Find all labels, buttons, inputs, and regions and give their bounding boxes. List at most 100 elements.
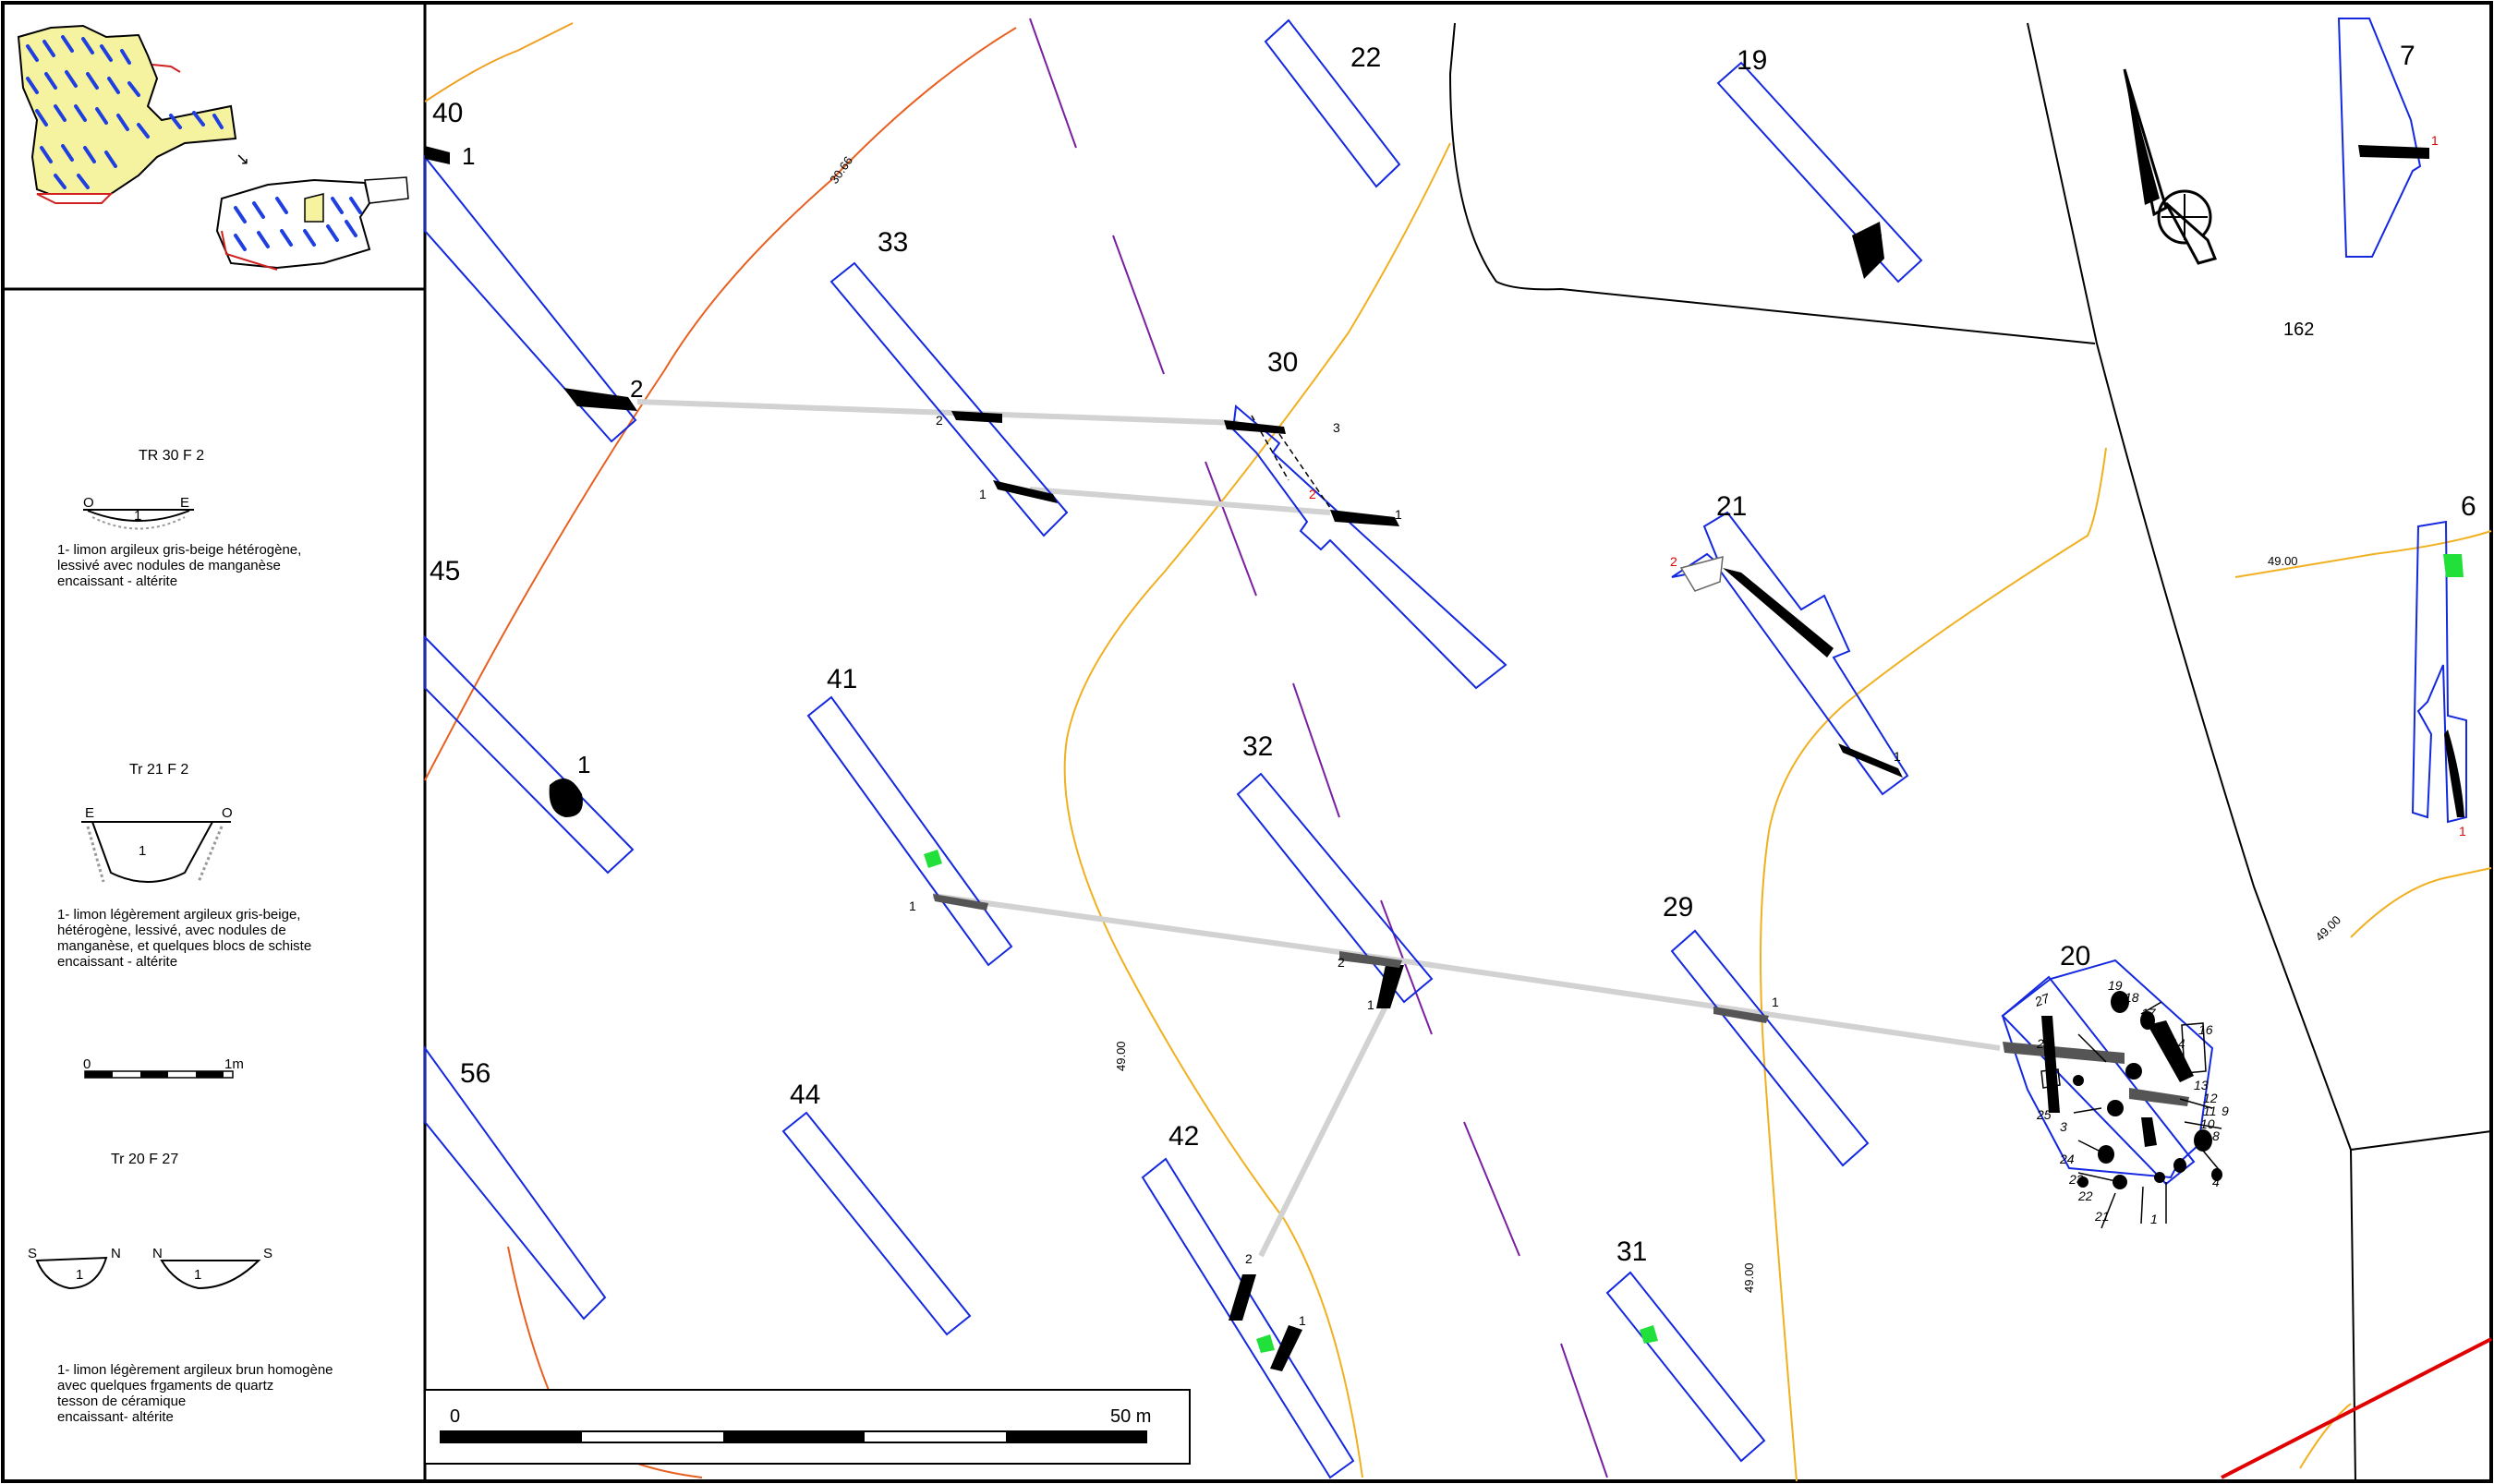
feature-21-2 <box>1723 568 1834 658</box>
legend-layer-no: 1 <box>134 508 141 524</box>
legend-orient-n: N <box>152 1246 163 1261</box>
legend-orient-e: E <box>180 495 189 511</box>
feature-label: 1 <box>1299 1313 1306 1328</box>
parcel-boundary <box>2350 1149 2356 1482</box>
trench-label-44: 44 <box>790 1080 820 1110</box>
find-6 <box>2443 554 2464 577</box>
contour-label: 49.00 <box>1742 1262 1756 1293</box>
contour-line-yellow <box>2350 867 2492 938</box>
trench-label-19: 19 <box>1737 45 1767 76</box>
feature-label: 2 <box>1309 487 1316 501</box>
feature-label: 21 <box>2094 1209 2110 1224</box>
trench-label-32: 32 <box>1242 731 1273 762</box>
feature-label: 3 <box>2060 1119 2067 1134</box>
scale-bar-start: 0 <box>450 1406 460 1427</box>
feature-20-27 <box>2003 1042 2125 1064</box>
feature-label: 12 <box>2203 1091 2218 1105</box>
scale-bar: 0 50 m <box>424 1389 1191 1465</box>
trench-31 <box>1605 1271 1766 1463</box>
trench-labels: 40 2 33 30 22 19 7 45 41 32 21 6 29 20 5… <box>430 41 2476 1267</box>
trench-7 <box>2337 18 2422 258</box>
feature-20-11 <box>2129 1088 2189 1106</box>
contour-label: 49.00 <box>2268 554 2298 568</box>
trench-outlines <box>424 18 2467 1479</box>
feature-7-1 <box>2358 145 2429 159</box>
legend-orient-s: S <box>263 1246 272 1261</box>
trench-label-31: 31 <box>1616 1237 1647 1267</box>
trench-19 <box>1716 61 1923 284</box>
legend-orient-o: O <box>222 805 233 821</box>
scale-bar-end: 50 m <box>1110 1406 1151 1427</box>
trench-label-30: 30 <box>1267 347 1298 378</box>
legend-layer-no: 1 <box>194 1267 201 1283</box>
trench-29 <box>1670 929 1870 1167</box>
feature-6-1 <box>2444 730 2464 817</box>
trench-32 <box>1236 772 1434 1004</box>
contour-label: 49.00 <box>1114 1041 1128 1071</box>
feature-labels: 1 2 1 3 2 1 1 1 1 1 2 1 2 1 1 1 2 1 <box>462 133 2466 1328</box>
legend-line: 1- limon légèrement argileux gris-beige, <box>57 907 300 923</box>
feature-33-2 <box>951 411 1002 423</box>
feature-label: 10 <box>2200 1116 2215 1131</box>
feature-label: 19 <box>2108 978 2123 993</box>
feature-label: 1 <box>462 142 475 170</box>
legend-layer-no: 1 <box>139 843 146 859</box>
trench-label-2: 2 <box>630 375 643 403</box>
trench-label-33: 33 <box>878 227 908 258</box>
feature-label: 27 <box>2032 990 2052 1009</box>
parcel-boundary <box>2350 1130 2492 1151</box>
legend-orient-o: O <box>83 495 94 511</box>
feature-label: 14 <box>2171 1036 2185 1051</box>
trench-label-29: 29 <box>1663 892 1693 923</box>
road-line-red <box>2221 1337 2492 1479</box>
trench-label-20: 20 <box>2060 941 2090 971</box>
feature-label: 9 <box>2222 1104 2229 1118</box>
feature-label: 23 <box>2068 1172 2084 1187</box>
trench-label-6: 6 <box>2461 491 2476 522</box>
feature-29-1 <box>1713 1007 1769 1023</box>
feature-40-1 <box>425 146 450 164</box>
feature-label: 16 <box>2198 1022 2213 1037</box>
overview-inset-map: ↘ <box>17 24 409 271</box>
trench-42 <box>1141 1157 1355 1479</box>
feature-label: 11 <box>2203 1104 2217 1118</box>
find-31 <box>1640 1325 1658 1344</box>
finds-markers <box>924 554 2464 1353</box>
feature-label: 25 <box>2036 1107 2052 1122</box>
contour-line-yellow <box>1063 142 1451 1478</box>
feature-32-2 <box>1339 951 1402 968</box>
trench-41 <box>806 695 1013 967</box>
feature-correlation-lines <box>636 399 2001 1258</box>
trench-label-40: 40 <box>432 98 463 128</box>
feature-label: 2 <box>936 413 943 428</box>
feature-41-1 <box>933 894 988 911</box>
feature-label: 17 <box>2141 1006 2157 1020</box>
archaeological-features-grey <box>933 894 2189 1106</box>
feature-label: 1 <box>1772 995 1779 1009</box>
legend-line: 1- limon légèrement argileux brun homogè… <box>57 1362 333 1378</box>
legend-line: avec quelques frgaments de quartz <box>57 1378 273 1394</box>
contour-line <box>424 22 574 103</box>
legend-title-tr30: TR 30 F 2 <box>139 448 204 464</box>
trench-label-42: 42 <box>1168 1121 1199 1152</box>
trench-20-axis <box>2001 975 2196 1186</box>
trench-30 <box>1231 404 1507 690</box>
feature-label: 8 <box>2212 1128 2220 1143</box>
trench-20-pit-cluster: 27 19 18 17 16 15 14 13 12 11 10 9 8 26 … <box>2032 978 2229 1229</box>
legend-scale-end: 1m <box>224 1056 244 1072</box>
parcel-boundary <box>1448 22 2096 344</box>
legend-title-tr21: Tr 21 F 2 <box>129 762 188 778</box>
legend-title-tr20: Tr 20 F 27 <box>111 1152 178 1167</box>
feature-label: 2 <box>1338 955 1345 970</box>
map-area: 30.66 49.00 49.00 49.00 49.00 <box>424 18 2492 1482</box>
trench-40 <box>424 154 637 443</box>
feature-label: 1 <box>1894 749 1901 764</box>
legend-line: encaissant - altérite <box>57 954 177 970</box>
trench-56 <box>424 1044 607 1321</box>
legend-line: 1- limon argileux gris-beige hétérogène, <box>57 542 301 558</box>
trench-22 <box>1264 18 1401 188</box>
trench-30-section-lines <box>1251 415 1331 509</box>
legend-orient-e: E <box>85 805 94 821</box>
legend-line: manganèse, et quelques blocs de schiste <box>57 938 311 954</box>
